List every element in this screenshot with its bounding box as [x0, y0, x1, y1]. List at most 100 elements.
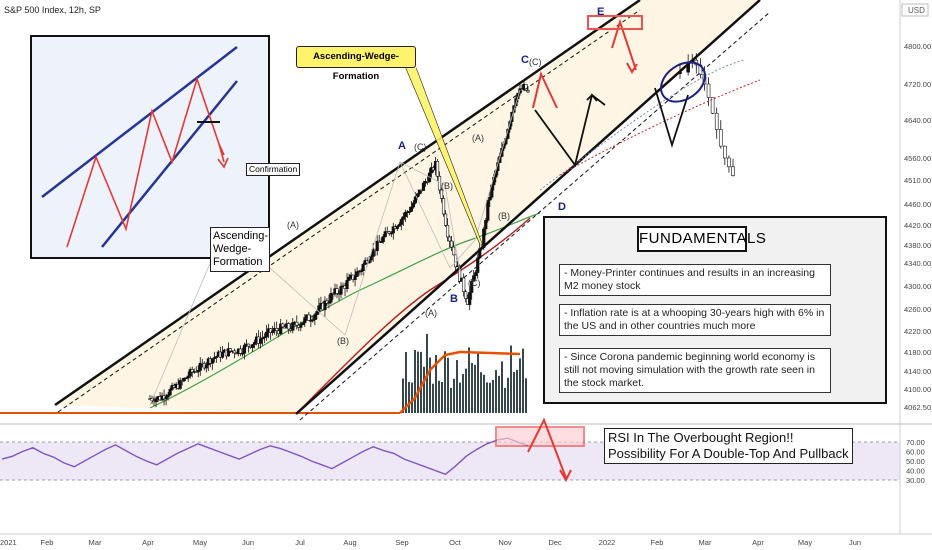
- candle-body: [335, 288, 339, 294]
- candle-body: [232, 350, 237, 354]
- forecast-path-2: [654, 87, 689, 149]
- candle-body: [345, 280, 349, 289]
- inset-upper-line: [41, 46, 238, 198]
- candle-body: [391, 226, 395, 234]
- volume-bar: [456, 360, 458, 413]
- volume-bar: [468, 347, 470, 413]
- wave-guide-b: [399, 161, 461, 273]
- candle-body: [371, 248, 375, 257]
- rsi-note: RSI In The Overbought Region!! Possibili…: [604, 428, 853, 464]
- candle-body: [281, 323, 285, 328]
- volume-bar: [510, 345, 512, 413]
- candle-body: [379, 241, 383, 244]
- candle-body: [435, 161, 440, 177]
- candle-body: [508, 121, 512, 130]
- volume-bar: [507, 377, 509, 413]
- forecast-candle-body: [714, 112, 719, 130]
- candle-body: [488, 196, 492, 201]
- candle-body: [263, 336, 267, 339]
- candle-body: [447, 236, 452, 242]
- fundamentals-box: FUNDAMENTALS - Money-Printer continues a…: [543, 216, 887, 404]
- fundamentals-item: - Inflation rate is at a whooping 30-yea…: [559, 304, 831, 336]
- candle-body: [301, 322, 305, 325]
- volume-bar: [486, 382, 488, 413]
- y-tick-label: 4380.00: [904, 241, 931, 250]
- volume-bar: [447, 357, 449, 413]
- candle-body: [252, 341, 257, 345]
- candle-body: [361, 264, 365, 272]
- volume-bar: [462, 374, 464, 413]
- candle-body: [449, 240, 454, 248]
- x-tick-label: Dec: [548, 538, 562, 547]
- candle-body: [476, 257, 480, 273]
- candle-body: [327, 301, 331, 304]
- top-ellipse: [660, 61, 706, 103]
- wave-label-d: D: [558, 201, 566, 213]
- candle-body: [198, 362, 202, 371]
- candle-body: [184, 377, 188, 380]
- volume-bar: [525, 378, 527, 413]
- volume-bar: [453, 378, 455, 413]
- volume-bar: [501, 361, 503, 413]
- x-tick-label: Jul: [295, 538, 305, 547]
- candle-body: [329, 293, 333, 303]
- candle-body: [271, 330, 275, 333]
- candle-body: [287, 323, 291, 330]
- rsi-tick-label: 50.00: [906, 457, 925, 466]
- sub-label-c3: (C): [529, 57, 542, 67]
- candle-body: [258, 338, 263, 344]
- rsi-red-arrowhead: [559, 469, 572, 483]
- inset-title-line-2: Wedge-: [213, 243, 252, 255]
- candle-body: [355, 271, 359, 277]
- candle-body: [472, 275, 476, 282]
- candle-body: [413, 196, 418, 204]
- volume-bars: [402, 333, 527, 413]
- y-tick-label: 4062.50: [904, 403, 931, 412]
- wave-label-c: C: [521, 54, 529, 66]
- candle-body: [166, 394, 170, 398]
- candle-body: [186, 375, 190, 379]
- candle-body: [265, 331, 269, 338]
- wedge-lower-dashed: [299, 11, 771, 421]
- y-tick-label: 4560.00: [904, 154, 931, 163]
- volume-bar: [450, 387, 452, 413]
- volume-bar: [438, 380, 440, 413]
- y-tick-label: 4260.00: [904, 305, 931, 314]
- candle-body: [178, 380, 182, 389]
- candle-body: [220, 352, 224, 358]
- candle-body: [212, 357, 216, 359]
- sub-label-a3: (A): [472, 133, 484, 143]
- volume-bar: [408, 381, 410, 413]
- red-arrow-c: [532, 70, 558, 109]
- candle-body: [500, 148, 504, 157]
- volume-bar: [480, 372, 482, 413]
- y-tick-label: 4220.00: [904, 327, 931, 336]
- volume-bar: [435, 355, 437, 413]
- forecast-candle-body: [706, 83, 711, 98]
- candle-body: [389, 232, 393, 235]
- y-tick-label: 4420.00: [904, 221, 931, 230]
- volume-bar: [498, 375, 500, 413]
- y-ticks: 4062.50 4100.00 4140.00 4180.00 4220.00 4260.…: [904, 42, 931, 412]
- pattern-pointer-fill: [406, 68, 482, 244]
- candle-body: [403, 211, 407, 217]
- pattern-label: Ascending-Wedge-Formation: [296, 46, 416, 82]
- candle-body: [204, 364, 208, 369]
- volume-bar: [414, 349, 416, 413]
- candle-body: [353, 276, 357, 280]
- candle-body: [417, 189, 422, 195]
- wave-label-a: A: [398, 140, 406, 152]
- y-tick-label: 4800.00: [904, 42, 931, 51]
- moving-average-red: [295, 217, 531, 415]
- candle-body: [401, 216, 405, 220]
- candle-body: [443, 213, 448, 226]
- candle-body: [240, 352, 245, 355]
- candle-body: [445, 225, 450, 238]
- y-tick-label: 4140.00: [904, 367, 931, 376]
- e-highlight-box: [587, 15, 643, 30]
- inset-zigzag: [66, 76, 225, 248]
- sub-label-b1: (B): [337, 336, 349, 346]
- volume-bar: [495, 370, 497, 413]
- x-tick-label: Mar: [89, 538, 102, 547]
- candle-body: [164, 396, 168, 400]
